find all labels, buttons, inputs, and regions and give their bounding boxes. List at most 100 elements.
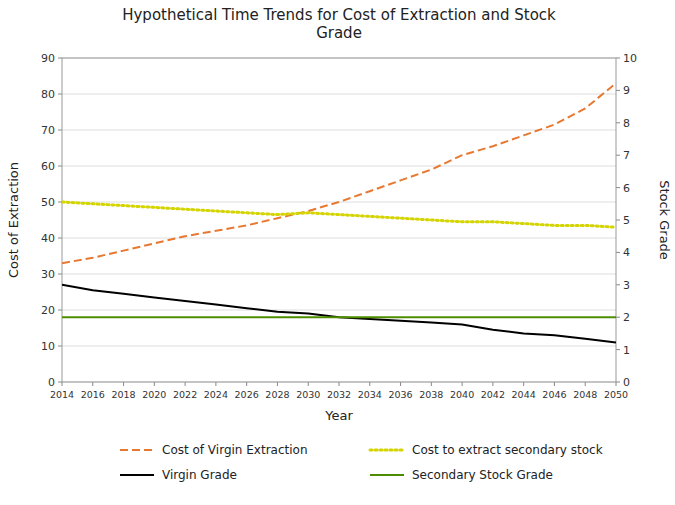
y-tick-label: 40 [41,232,55,245]
x-tick [462,382,463,386]
y2-tick-label: 0 [623,376,630,389]
grid-line [62,130,616,131]
x-tick-label: 2014 [50,389,74,400]
x-tick-label: 2030 [296,389,320,400]
y2-tick-label: 5 [623,214,630,227]
y-tick [58,274,62,275]
y-tick-label: 80 [41,88,55,101]
x-tick-label: 2040 [450,389,474,400]
legend-swatch [120,474,154,476]
y2-tick-label: 1 [623,344,630,357]
legend-label: Virgin Grade [162,468,237,482]
x-tick [400,382,401,386]
y-tick-label: 10 [41,340,55,353]
x-tick-label: 2050 [604,389,628,400]
y2-tick-label: 3 [623,279,630,292]
grid [62,58,616,382]
y-tick-label: 90 [41,52,55,65]
y2-tick-label: 9 [623,84,630,97]
y2-tick [616,90,620,91]
x-tick [92,382,93,386]
x-tick [554,382,555,386]
y2-tick [616,187,620,188]
legend-label: Secondary Stock Grade [412,468,553,482]
y2-tick [616,220,620,221]
grid-line [62,274,616,275]
y2-tick-label: 8 [623,117,630,130]
y-tick [58,94,62,95]
x-tick [523,382,524,386]
series-line [62,202,616,227]
x-tick-label: 2028 [265,389,289,400]
x-tick [277,382,278,386]
legend-label: Cost of Virgin Extraction [162,443,308,457]
x-tick [185,382,186,386]
y2-tick [616,155,620,156]
x-tick-label: 2048 [573,389,597,400]
grid-line [62,346,616,347]
grid-line [62,94,616,95]
series-line [62,285,616,343]
series-line [62,83,616,263]
x-tick [123,382,124,386]
x-tick-label: 2016 [81,389,105,400]
grid-line [62,238,616,239]
x-tick [616,382,617,386]
x-tick [369,382,370,386]
y2-tick-label: 10 [623,52,637,65]
y-tick-label: 50 [41,196,55,209]
title: Hypothetical Time Trends for Cost of Ext… [122,6,556,42]
legend-swatch [370,449,404,452]
y-tick [58,58,62,59]
x-tick [154,382,155,386]
y-tick [58,382,62,383]
y2-tick [616,349,620,350]
y2-tick [616,122,620,123]
y-tick-label: 30 [41,268,55,281]
legend-swatch [370,474,404,476]
y-tick [58,238,62,239]
y2-tick [616,284,620,285]
y-tick-label: 60 [41,160,55,173]
y2-tick [616,317,620,318]
x-tick-label: 2022 [173,389,197,400]
x-tick-label: 2024 [204,389,228,400]
y-tick [58,310,62,311]
y-tick-label: 0 [48,376,55,389]
y-axis-label: Cost of Extraction [6,162,21,278]
x-tick-label: 2044 [512,389,536,400]
y-tick [58,166,62,167]
y2-tick [616,252,620,253]
x-tick-label: 2038 [419,389,443,400]
legend-label: Cost to extract secondary stock [412,443,603,457]
x-tick [308,382,309,386]
y2-tick-label: 6 [623,182,630,195]
legend-swatch [120,449,154,451]
grid-line [62,310,616,311]
x-tick [431,382,432,386]
x-tick [62,382,63,386]
x-axis-label: Year [324,408,353,423]
y2-axis-label: Stock Grade [657,180,672,260]
x-tick-label: 2046 [542,389,566,400]
x-tick [492,382,493,386]
title-line: Hypothetical Time Trends for Cost of Ext… [122,6,556,24]
series-line [62,316,616,318]
y2-tick [616,382,620,383]
y2-tick-label: 7 [623,149,630,162]
x-tick-label: 2036 [388,389,412,400]
y2-tick-label: 2 [623,311,630,324]
x-tick [339,382,340,386]
grid-line [62,166,616,167]
title-line: Grade [316,24,362,42]
y-tick [58,202,62,203]
y2-tick [616,58,620,59]
x-tick-label: 2042 [481,389,505,400]
x-tick-label: 2018 [111,389,135,400]
series-lines [62,83,616,342]
x-tick-label: 2034 [358,389,382,400]
x-tick-label: 2032 [327,389,351,400]
x-tick [585,382,586,386]
chart: Hypothetical Time Trends for Cost of Ext… [0,0,675,505]
x-tick [215,382,216,386]
